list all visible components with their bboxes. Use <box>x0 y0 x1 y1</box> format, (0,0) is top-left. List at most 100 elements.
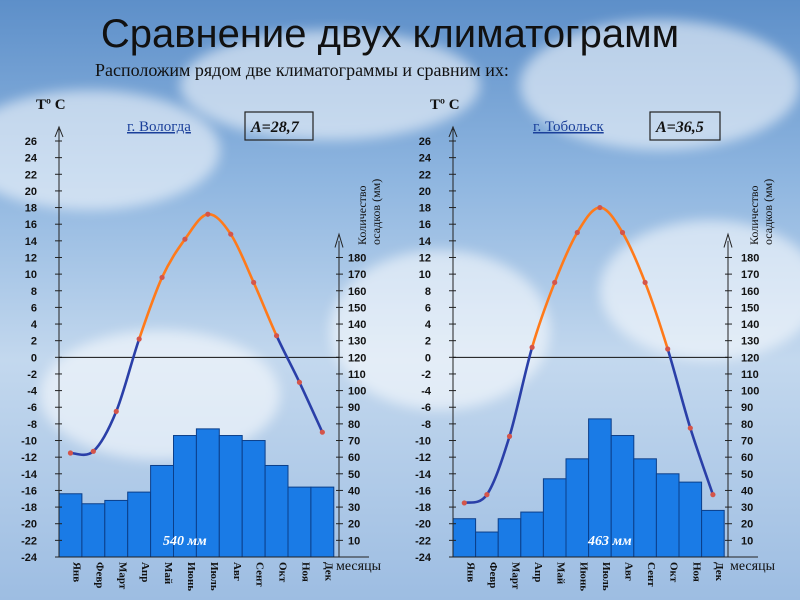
temp-point-4 <box>529 344 535 350</box>
temp-tick-label: 22 <box>419 169 431 181</box>
precip-tick-label: 20 <box>741 519 753 531</box>
temp-tick-label: 6 <box>425 302 431 314</box>
precip-tick-label: 60 <box>348 452 360 464</box>
precip-tick-label: 20 <box>348 519 360 531</box>
temp-line-segment <box>485 435 511 496</box>
temp-point-12 <box>710 492 716 498</box>
temp-tick-label: -18 <box>415 502 431 514</box>
temp-tick-label: -4 <box>27 386 38 398</box>
precip-tick-label: 130 <box>348 336 366 348</box>
temp-tick-label: 14 <box>25 236 38 248</box>
precip-tick-label: 80 <box>741 419 753 431</box>
month-label: Авг <box>231 562 243 581</box>
precip-bar-10 <box>264 464 289 558</box>
temp-tick-label: 10 <box>25 269 37 281</box>
month-label: Янв <box>464 562 476 582</box>
temp-tick-label: 8 <box>31 286 37 298</box>
precip-tick-label: 70 <box>741 436 753 448</box>
temp-tick-label: -2 <box>421 369 431 381</box>
month-label: Июнь <box>577 562 589 591</box>
precip-tick-label: 150 <box>348 302 366 314</box>
temp-tick-label: 26 <box>25 136 37 148</box>
precip-tick-label: 10 <box>741 535 753 547</box>
precip-tick-label: 30 <box>348 502 360 514</box>
temp-point-8 <box>619 229 626 236</box>
temp-point-6 <box>182 236 188 242</box>
temp-point-9 <box>251 279 257 286</box>
temp-tick-label: 12 <box>419 252 431 264</box>
month-label: Окт <box>277 562 289 583</box>
temp-tick-label: 16 <box>25 219 37 231</box>
temp-tick-label: -22 <box>21 535 37 547</box>
temp-point-6 <box>574 229 580 236</box>
precip-tick-label: 10 <box>348 535 360 547</box>
temp-line-segment <box>114 337 141 413</box>
precip-tick-label: 150 <box>741 302 759 314</box>
temp-point-9 <box>642 279 648 286</box>
month-label: Май <box>162 562 174 585</box>
precip-tick-label: 160 <box>348 286 366 298</box>
month-label: Апр <box>139 562 151 582</box>
temp-point-3 <box>113 408 119 414</box>
temp-tick-label: -2 <box>27 369 37 381</box>
month-label: Янв <box>70 562 82 582</box>
amplitude-box <box>244 111 314 141</box>
precip-bar-3 <box>497 518 522 558</box>
precip-tick-label: 140 <box>348 319 366 331</box>
precip-bar-1 <box>452 518 477 558</box>
temp-axis-arrow <box>448 125 458 138</box>
temp-tick-label: 14 <box>419 236 432 248</box>
temp-tick-label: -20 <box>21 519 37 531</box>
temp-point-5 <box>159 274 165 281</box>
precip-bar-9 <box>241 440 266 558</box>
temp-tick-label: -8 <box>421 419 431 431</box>
temp-tick-label: -12 <box>21 452 37 464</box>
temp-point-11 <box>687 425 693 431</box>
precip-bar-9 <box>633 458 657 558</box>
city-name: г. Вологда <box>127 119 191 135</box>
temp-axis-label: Tº C <box>430 97 460 113</box>
month-label: Май <box>555 562 567 585</box>
precip-tick-label: 50 <box>348 469 360 481</box>
temp-tick-label: -22 <box>415 535 431 547</box>
x-axis-label: месяцы <box>730 559 776 574</box>
page-title: Сравнение двух климатограмм <box>100 12 680 56</box>
temp-axis-arrow <box>54 125 64 138</box>
temp-line-segment <box>689 426 715 496</box>
precip-axis-label-units: осадков (мм) <box>369 179 383 245</box>
city-name: г. Тобольск <box>533 119 604 135</box>
precip-tick-label: 90 <box>348 402 360 414</box>
temp-axis-label: Tº C <box>36 97 66 113</box>
month-label: Сент <box>254 562 266 587</box>
temp-line-segment <box>463 493 489 505</box>
precip-axis-label: Количество <box>747 186 761 245</box>
temp-line-segment <box>275 334 301 384</box>
temp-line-segment <box>69 450 95 457</box>
month-label: Ноя <box>690 562 702 582</box>
precip-bar-10 <box>655 473 680 558</box>
temp-line-segment <box>229 232 255 284</box>
precip-bar-8 <box>218 435 243 558</box>
precip-tick-label: 110 <box>741 369 759 381</box>
precip-tick-label: 180 <box>741 252 759 264</box>
temp-tick-label: 24 <box>25 153 38 165</box>
precip-axis-label-units: осадков (мм) <box>761 179 775 245</box>
temp-tick-label: 2 <box>31 336 37 348</box>
temp-tick-label: -10 <box>21 436 37 448</box>
temp-line-segment <box>298 380 324 434</box>
temp-point-11 <box>296 379 303 385</box>
temp-tick-label: 6 <box>31 302 37 314</box>
precip-tick-label: 180 <box>348 252 366 264</box>
precip-bar-12 <box>701 509 725 558</box>
month-label: Ноя <box>299 562 311 582</box>
precip-tick-label: 50 <box>741 469 753 481</box>
month-label: Март <box>510 562 522 590</box>
temp-tick-label: -16 <box>415 485 431 497</box>
precip-tick-label: 60 <box>741 452 753 464</box>
precip-bar-2 <box>475 531 499 558</box>
precip-bar-4 <box>520 511 544 558</box>
temp-tick-label: -24 <box>21 552 38 564</box>
temp-point-3 <box>506 433 513 439</box>
temp-line-segment <box>252 281 278 337</box>
temp-line-segment <box>206 212 233 236</box>
